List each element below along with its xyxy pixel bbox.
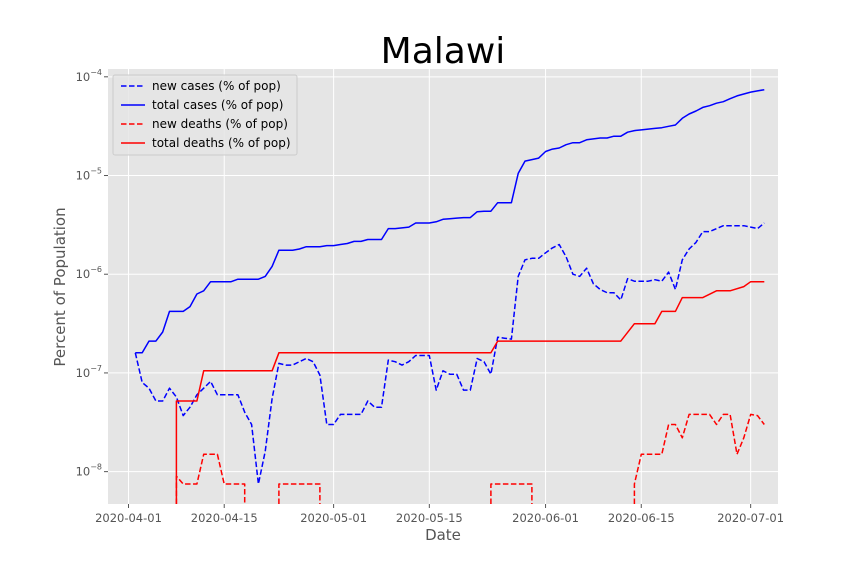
series-line-new-deaths [175, 453, 246, 504]
y-tick-label: 10−4 [76, 68, 102, 84]
legend-label-new-deaths: new deaths (% of pop) [152, 117, 288, 131]
x-tick-label: 2020-07-01 [717, 511, 784, 525]
series-line-new-deaths [490, 483, 533, 504]
y-tick-label: 10−8 [76, 463, 102, 479]
legend-label-new-cases: new cases (% of pop) [152, 79, 281, 93]
y-tick-label: 10−5 [76, 167, 102, 183]
chart-title: Malawi [381, 31, 506, 72]
x-axis: 2020-04-01 2020-04-15 2020-05-01 2020-05-15… [95, 504, 784, 525]
legend-label-total-deaths: total deaths (% of pop) [152, 136, 291, 150]
x-tick-label: 2020-06-15 [608, 511, 675, 525]
y-tick-label: 10−6 [76, 265, 102, 281]
legend-box [112, 74, 298, 156]
y-axis: 10−8 10−7 10−6 10−5 10−4 [76, 68, 108, 479]
x-tick-label: 2020-06-01 [512, 511, 579, 525]
y-axis-title: Percent of Population [51, 207, 69, 366]
series-line-total-deaths [175, 280, 765, 504]
legend: new cases (% of pop) total cases (% of p… [112, 74, 298, 156]
y-tick-label: 10−7 [76, 364, 102, 380]
x-tick-label: 2020-04-01 [95, 511, 162, 525]
x-tick-label: 2020-04-15 [191, 511, 258, 525]
series-layer [134, 88, 765, 504]
series-line-new-deaths [278, 483, 321, 504]
series-line-new-deaths [633, 413, 765, 504]
legend-label-total-cases: total cases (% of pop) [152, 98, 283, 112]
x-tick-label: 2020-05-15 [396, 511, 463, 525]
series-line-new-cases [134, 222, 765, 485]
series-line-total-cases [135, 88, 765, 354]
x-axis-title: Date [425, 526, 461, 544]
grid [108, 69, 778, 504]
x-tick-label: 2020-05-01 [300, 511, 367, 525]
